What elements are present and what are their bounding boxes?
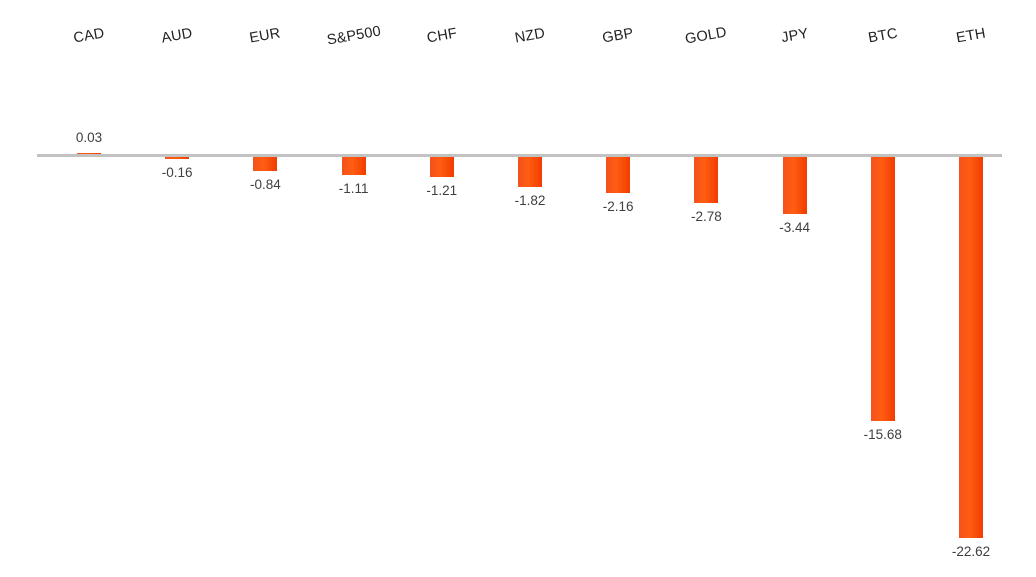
value-label: -1.11 (338, 181, 369, 197)
bar (782, 156, 807, 215)
value-label: -3.44 (779, 220, 810, 236)
category-column: EUR -0.84 (221, 0, 309, 577)
category-column: S&P500 -1.11 (310, 0, 398, 577)
value-label: -22.62 (951, 543, 991, 559)
category-column: GOLD -2.78 (662, 0, 750, 577)
category-column: NZD -1.82 (486, 0, 574, 577)
bar (77, 153, 101, 154)
value-label: -0.16 (161, 165, 193, 181)
category-label: AUD (160, 25, 194, 47)
category-column: JPY -3.44 (751, 0, 839, 577)
value-label: -1.21 (426, 182, 458, 198)
category-column: GBP -2.16 (574, 0, 662, 577)
category-label: S&P500 (325, 23, 382, 49)
category-label: BTC (866, 25, 899, 47)
bar (253, 156, 278, 171)
bar (959, 156, 983, 538)
category-column: BTC -15.68 (839, 0, 927, 577)
zero-baseline (37, 154, 1002, 157)
value-label: -0.84 (250, 176, 281, 192)
category-label: GBP (601, 25, 635, 47)
category-column: CHF -1.21 (398, 0, 486, 577)
value-label: -1.82 (514, 193, 546, 209)
category-label: ETH (955, 25, 987, 47)
category-column: ETH -22.62 (927, 0, 1015, 577)
bar (429, 156, 454, 177)
category-label: JPY (779, 25, 810, 47)
bar (518, 156, 542, 188)
category-column: CAD 0.03 (45, 0, 133, 577)
bar (606, 156, 631, 193)
value-label: -2.16 (602, 198, 634, 214)
category-label: CAD (72, 25, 106, 47)
bar (694, 156, 719, 204)
category-label: NZD (513, 25, 547, 47)
category-label: GOLD (684, 24, 729, 48)
category-label: EUR (248, 25, 283, 47)
value-label: -2.78 (691, 209, 722, 225)
category-column: AUD -0.16 (133, 0, 221, 577)
bar (165, 156, 190, 160)
bar (341, 156, 366, 176)
bar (870, 156, 895, 421)
value-label: -15.68 (863, 426, 902, 442)
category-label: CHF (425, 25, 459, 47)
value-label: 0.03 (75, 130, 103, 146)
